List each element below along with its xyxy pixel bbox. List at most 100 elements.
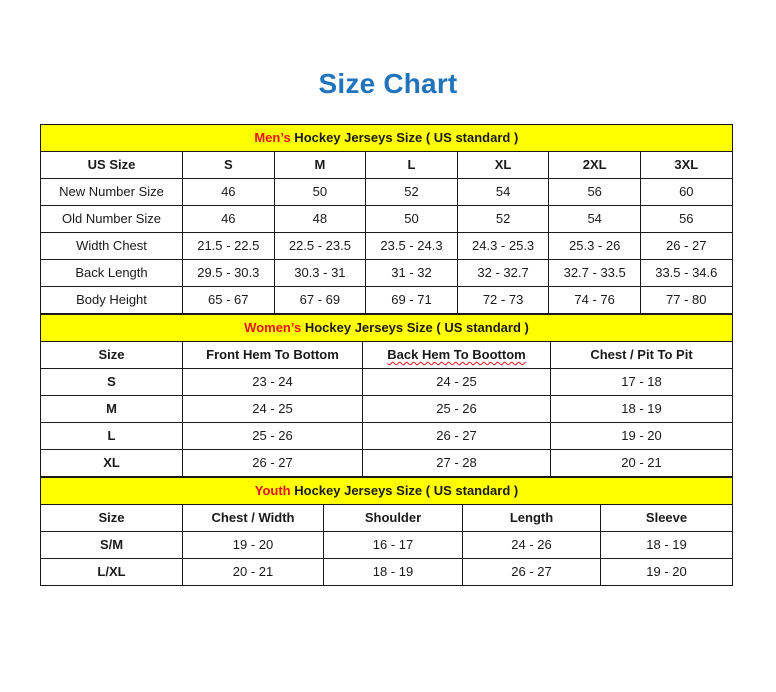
mens-cell-2-5: 26 - 27 bbox=[639, 232, 733, 260]
mens-cell-1-0: 46 bbox=[182, 205, 275, 233]
womens-col-header-1: Front Hem To Bottom bbox=[182, 341, 363, 369]
youth-row-label-1: L/XL bbox=[40, 558, 183, 586]
mens-row-label-3: Back Length bbox=[40, 259, 183, 287]
mens-cell-0-1: 50 bbox=[273, 178, 367, 206]
mens-section-band: Men’s Hockey Jerseys Size ( US standard … bbox=[40, 124, 733, 152]
youth-col-header-4: Sleeve bbox=[599, 504, 734, 532]
youth-cell-0-1: 16 - 17 bbox=[323, 531, 463, 559]
mens-cell-3-4: 32.7 - 33.5 bbox=[548, 259, 641, 287]
mens-cell-0-2: 52 bbox=[365, 178, 458, 206]
youth-row-label-0: S/M bbox=[40, 531, 183, 559]
mens-col-header-4: XL bbox=[456, 151, 550, 179]
womens-col-header-2-text: Back Hem To Boottom bbox=[387, 347, 526, 362]
youth-cell-0-0: 19 - 20 bbox=[182, 531, 324, 559]
mens-col-header-5: 2XL bbox=[548, 151, 641, 179]
mens-col-header-3: L bbox=[365, 151, 458, 179]
womens-col-header-0: Size bbox=[40, 341, 183, 369]
mens-cell-3-1: 30.3 - 31 bbox=[273, 259, 367, 287]
table-row: XL 26 - 27 27 - 28 20 - 21 bbox=[40, 449, 733, 477]
mens-cell-3-2: 31 - 32 bbox=[365, 259, 458, 287]
mens-row-label-0: New Number Size bbox=[40, 178, 183, 206]
mens-col-header-6: 3XL bbox=[639, 151, 733, 179]
mens-cell-3-5: 33.5 - 34.6 bbox=[639, 259, 733, 287]
table-row: Back Length 29.5 - 30.3 30.3 - 31 31 - 3… bbox=[40, 259, 733, 287]
womens-cell-1-2: 18 - 19 bbox=[550, 395, 733, 423]
mens-cell-2-3: 24.3 - 25.3 bbox=[456, 232, 550, 260]
mens-cell-2-2: 23.5 - 24.3 bbox=[365, 232, 458, 260]
womens-cell-3-1: 27 - 28 bbox=[362, 449, 551, 477]
table-row: M 24 - 25 25 - 26 18 - 19 bbox=[40, 395, 733, 423]
table-row: S 23 - 24 24 - 25 17 - 18 bbox=[40, 368, 733, 396]
mens-size-table: Men’s Hockey Jerseys Size ( US standard … bbox=[40, 124, 733, 314]
youth-cell-1-0: 20 - 21 bbox=[182, 558, 324, 586]
womens-header-row: Size Front Hem To Bottom Back Hem To Boo… bbox=[40, 341, 733, 369]
mens-cell-0-4: 56 bbox=[548, 178, 641, 206]
mens-cell-4-1: 67 - 69 bbox=[273, 286, 367, 314]
mens-cell-4-0: 65 - 67 bbox=[182, 286, 275, 314]
youth-col-header-1: Chest / Width bbox=[182, 504, 324, 532]
youth-header-row: Size Chest / Width Shoulder Length Sleev… bbox=[40, 504, 734, 532]
womens-row-label-0: S bbox=[40, 368, 183, 396]
womens-cell-1-0: 24 - 25 bbox=[182, 395, 363, 423]
size-tables-container: Men’s Hockey Jerseys Size ( US standard … bbox=[39, 124, 734, 586]
table-row: Old Number Size 46 48 50 52 54 56 bbox=[40, 205, 733, 233]
mens-cell-1-3: 52 bbox=[456, 205, 550, 233]
page-title: Size Chart bbox=[318, 68, 458, 99]
table-row: Body Height 65 - 67 67 - 69 69 - 71 72 -… bbox=[40, 286, 733, 314]
mens-col-header-2: M bbox=[273, 151, 367, 179]
womens-row-label-2: L bbox=[40, 422, 183, 450]
mens-cell-2-0: 21.5 - 22.5 bbox=[182, 232, 275, 260]
table-row: New Number Size 46 50 52 54 56 60 bbox=[40, 178, 733, 206]
womens-cell-0-1: 24 - 25 bbox=[362, 368, 551, 396]
mens-cell-3-3: 32 - 32.7 bbox=[456, 259, 550, 287]
mens-cell-4-4: 74 - 76 bbox=[548, 286, 641, 314]
womens-cell-0-0: 23 - 24 bbox=[182, 368, 363, 396]
mens-cell-2-1: 22.5 - 23.5 bbox=[273, 232, 367, 260]
mens-band-rest: Hockey Jerseys Size ( US standard ) bbox=[290, 130, 519, 145]
womens-cell-3-2: 20 - 21 bbox=[550, 449, 733, 477]
youth-col-header-2: Shoulder bbox=[323, 504, 463, 532]
youth-col-header-0: Size bbox=[40, 504, 183, 532]
mens-cell-0-0: 46 bbox=[182, 178, 275, 206]
table-row: L/XL 20 - 21 18 - 19 26 - 27 19 - 20 bbox=[40, 558, 734, 586]
mens-cell-1-4: 54 bbox=[548, 205, 641, 233]
youth-cell-1-2: 26 - 27 bbox=[462, 558, 601, 586]
youth-section-band: Youth Hockey Jerseys Size ( US standard … bbox=[39, 477, 734, 505]
womens-cell-2-0: 25 - 26 bbox=[182, 422, 363, 450]
mens-cell-1-5: 56 bbox=[639, 205, 733, 233]
mens-cell-1-2: 50 bbox=[365, 205, 458, 233]
womens-col-header-2: Back Hem To Boottom bbox=[362, 341, 551, 369]
youth-band-rest: Hockey Jerseys Size ( US standard ) bbox=[290, 483, 519, 498]
womens-size-table: Women’s Hockey Jerseys Size ( US standar… bbox=[40, 314, 733, 477]
womens-row-label-1: M bbox=[40, 395, 183, 423]
youth-size-table: Youth Hockey Jerseys Size ( US standard … bbox=[39, 477, 734, 586]
mens-band-accent: Men’s bbox=[254, 130, 291, 145]
youth-section-band-row: Youth Hockey Jerseys Size ( US standard … bbox=[39, 477, 734, 505]
mens-row-label-4: Body Height bbox=[40, 286, 183, 314]
mens-row-label-2: Width Chest bbox=[40, 232, 183, 260]
womens-cell-2-1: 26 - 27 bbox=[362, 422, 551, 450]
womens-band-accent: Women’s bbox=[244, 320, 302, 335]
youth-col-header-3: Length bbox=[462, 504, 601, 532]
womens-section-band-row: Women’s Hockey Jerseys Size ( US standar… bbox=[40, 314, 733, 342]
mens-row-label-1: Old Number Size bbox=[40, 205, 183, 233]
womens-section-band: Women’s Hockey Jerseys Size ( US standar… bbox=[40, 314, 733, 342]
table-row: L 25 - 26 26 - 27 19 - 20 bbox=[40, 422, 733, 450]
mens-cell-0-5: 60 bbox=[639, 178, 733, 206]
mens-cell-3-0: 29.5 - 30.3 bbox=[182, 259, 275, 287]
mens-cell-0-3: 54 bbox=[456, 178, 550, 206]
mens-cell-2-4: 25.3 - 26 bbox=[548, 232, 641, 260]
mens-cell-4-3: 72 - 73 bbox=[456, 286, 550, 314]
mens-header-row: US Size S M L XL 2XL 3XL bbox=[40, 151, 733, 179]
womens-cell-1-1: 25 - 26 bbox=[362, 395, 551, 423]
mens-col-header-1: S bbox=[182, 151, 275, 179]
youth-cell-1-1: 18 - 19 bbox=[323, 558, 463, 586]
mens-cell-1-1: 48 bbox=[273, 205, 367, 233]
mens-cell-4-5: 77 - 80 bbox=[639, 286, 733, 314]
mens-cell-4-2: 69 - 71 bbox=[365, 286, 458, 314]
womens-cell-3-0: 26 - 27 bbox=[182, 449, 363, 477]
youth-cell-1-3: 19 - 20 bbox=[599, 558, 734, 586]
table-row: S/M 19 - 20 16 - 17 24 - 26 18 - 19 bbox=[40, 531, 734, 559]
youth-cell-0-3: 18 - 19 bbox=[599, 531, 734, 559]
